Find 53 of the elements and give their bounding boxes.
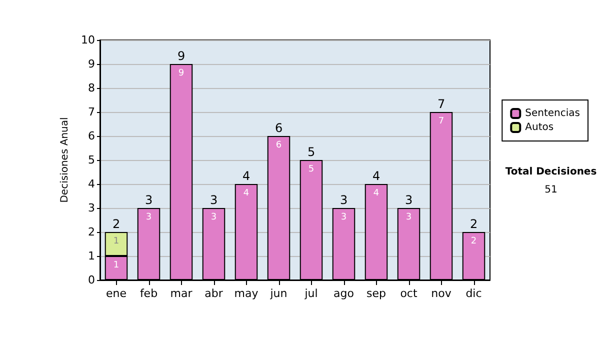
total-label: 6 (274, 121, 283, 135)
data-label: 1 (113, 236, 120, 246)
total-label: 3 (404, 193, 413, 207)
data-label: 3 (210, 212, 217, 222)
data-label: 4 (373, 188, 380, 198)
legend-label: Autos (525, 122, 554, 133)
total-label: 2 (470, 217, 478, 231)
y-tick-label: 10 (81, 34, 95, 46)
x-tick-label: ene (106, 287, 127, 300)
data-label: 7 (438, 116, 444, 126)
data-label: 6 (276, 140, 282, 150)
data-label: 1 (113, 260, 120, 270)
y-axis-title: Decisiones Anual (60, 117, 71, 203)
x-tick-label: abr (204, 287, 224, 300)
total-label: 4 (372, 169, 380, 183)
data-label: 5 (308, 164, 314, 174)
total-label: 7 (437, 97, 446, 111)
total-label: 9 (177, 49, 186, 63)
total-label: 2 (112, 217, 120, 231)
total-label: 4 (242, 169, 250, 183)
data-label: 4 (243, 188, 250, 198)
y-tick-label: 9 (88, 58, 95, 70)
data-label: 9 (178, 68, 184, 78)
y-tick-label: 1 (88, 250, 95, 262)
y-tick-label: 6 (88, 130, 95, 142)
y-tick-label: 7 (88, 106, 95, 118)
x-tick-label: jun (269, 287, 288, 300)
text: 51 (544, 184, 558, 196)
x-tick-label: feb (140, 287, 158, 300)
total-label: 3 (340, 193, 348, 207)
x-tick-label: sep (366, 287, 386, 300)
data-label: 3 (406, 212, 412, 222)
y-tick-label: 4 (88, 178, 95, 190)
y-tick-label: 8 (88, 82, 95, 94)
y-tick-label: 2 (88, 226, 95, 238)
text: Total Decisiones (505, 166, 597, 178)
y-tick-label: 0 (88, 274, 95, 286)
x-tick-label: ago (334, 287, 354, 300)
total-label: 3 (210, 193, 218, 207)
data-label: 3 (146, 212, 152, 222)
legend-label: Sentencias (525, 108, 580, 119)
data-label: 2 (470, 236, 477, 246)
x-tick-label: jul (304, 287, 318, 300)
x-tick-label: mar (170, 287, 193, 300)
y-tick-label: 3 (88, 202, 95, 214)
data-label: 3 (340, 212, 347, 222)
x-tick-label: oct (400, 287, 418, 300)
total-label: 5 (307, 145, 316, 159)
x-tick-label: dic (466, 287, 482, 300)
x-tick-label: nov (431, 287, 452, 300)
x-tick-label: may (234, 287, 259, 300)
y-tick-label: 5 (88, 154, 95, 166)
total-label: 3 (144, 193, 153, 207)
